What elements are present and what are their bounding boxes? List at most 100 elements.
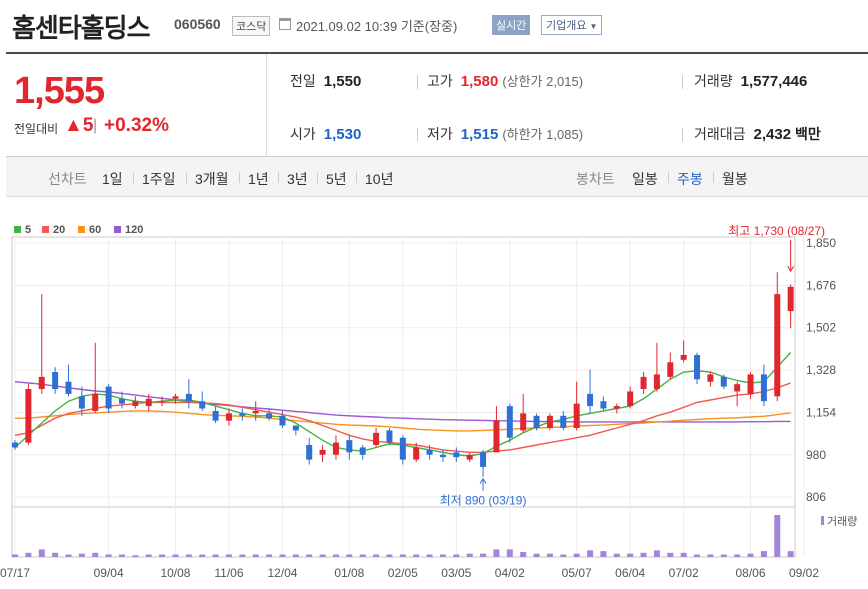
x-tick-label: 06/04 <box>615 566 645 580</box>
candle-body <box>25 389 32 443</box>
x-tick-label: 11/06 <box>214 566 243 580</box>
legend-label: 5 <box>25 224 31 236</box>
legend-swatch <box>78 226 85 233</box>
company-overview-dropdown[interactable]: 기업개요 ▼ <box>541 15 603 35</box>
candle-body <box>734 384 741 392</box>
low-annotation-label: 최저 890 (03/19) <box>440 494 527 508</box>
volume-bar <box>520 551 527 557</box>
candle-body <box>667 362 674 377</box>
divider <box>417 128 418 142</box>
stock-code: 060560 <box>174 16 221 32</box>
y-tick-label: 1,328 <box>806 363 836 377</box>
volume-bar <box>132 555 139 557</box>
period-3m[interactable]: 3개월 <box>195 171 229 187</box>
candle-body <box>373 432 380 446</box>
x-tick-label: 07/02 <box>669 566 699 580</box>
trade-amount: 거래대금 2,432 백만 <box>694 124 821 144</box>
line-chart-label: 선차트 <box>48 171 87 187</box>
candle-body <box>413 447 420 460</box>
open-label: 시가 <box>290 126 316 142</box>
candle-body <box>653 374 660 390</box>
price-chart[interactable]: 1,850 1,676 1,502 1,328 1,154 980 806 07/17 09/0… <box>0 215 868 589</box>
volume-bar <box>627 553 634 557</box>
candle-body <box>52 372 59 390</box>
volume-legend-swatch <box>821 516 824 525</box>
volume-bar <box>12 554 18 557</box>
candle-body <box>640 376 647 390</box>
volume-bar <box>266 554 273 557</box>
change-separator: | <box>93 117 98 134</box>
upper-limit-label: (상한가 <box>502 74 543 89</box>
candle-weekly[interactable]: 주봉 <box>677 171 703 187</box>
stock-header: 홈센타홀딩스 060560 코스닥 2021.09.02 10:39 기준(장중… <box>0 0 868 52</box>
volume-bar <box>426 554 433 557</box>
candle-body <box>225 413 232 421</box>
period-1w[interactable]: 1주일 <box>142 171 176 187</box>
divider <box>668 172 669 183</box>
volume-bar <box>78 553 85 557</box>
high-annotation-arrowhead <box>787 265 795 273</box>
volume-panel-frame <box>11 506 796 558</box>
candle-body <box>92 393 99 411</box>
price-summary: 1,555 전일대비 ▲5 | +0.32% 전일 1,550 고가 1,580 (상… <box>6 52 868 157</box>
candle-body <box>493 420 500 453</box>
x-tick-label: 08/06 <box>736 566 766 580</box>
legend-label: 60 <box>89 224 101 236</box>
volume: 거래량 1,577,446 <box>694 71 807 91</box>
volume-bar <box>172 554 179 557</box>
candle-daily[interactable]: 일봉 <box>632 171 658 187</box>
volume-bar <box>573 553 580 557</box>
volume-bar <box>640 552 647 557</box>
period-10y[interactable]: 10년 <box>365 171 394 187</box>
volume-bar <box>600 551 607 557</box>
high-label: 고가 <box>427 73 453 89</box>
volume-bar <box>480 553 487 557</box>
x-tick-label: 09/02 <box>789 566 819 580</box>
volume-bar <box>239 554 246 557</box>
candle-body <box>520 413 527 431</box>
candle-body <box>332 442 339 455</box>
x-tick-label: 07/17 <box>0 566 30 580</box>
candle-body <box>680 354 687 360</box>
realtime-button[interactable]: 실시간 <box>492 15 531 35</box>
candle-body <box>132 401 139 407</box>
volume-bar <box>292 554 299 557</box>
candle-body <box>480 452 487 467</box>
y-tick-label: 806 <box>806 490 826 504</box>
legend-label: 120 <box>125 224 143 236</box>
candle-body <box>319 449 326 455</box>
period-1d[interactable]: 1일 <box>102 171 123 187</box>
period-1y[interactable]: 1년 <box>248 171 269 187</box>
divider <box>266 54 267 157</box>
volume-bar <box>65 554 72 557</box>
period-3y[interactable]: 3년 <box>287 171 308 187</box>
candle-body <box>105 386 112 409</box>
candle-body <box>466 454 473 460</box>
low-price: 저가 1,515 (하한가 1,085) <box>427 124 583 144</box>
volume-bar <box>159 554 166 557</box>
calendar-icon <box>279 18 291 30</box>
lower-limit: (하한가 1,085) <box>502 127 583 142</box>
candle-body <box>533 415 540 428</box>
candle-monthly[interactable]: 월봉 <box>722 171 748 187</box>
candle-body <box>266 413 273 419</box>
prev-close: 전일 1,550 <box>290 71 361 91</box>
volume-bar <box>774 515 781 557</box>
divider <box>317 172 318 183</box>
volume-bar <box>399 554 406 557</box>
candle-body <box>12 442 18 448</box>
volume-bar <box>332 554 339 557</box>
volume-bar <box>613 553 620 557</box>
high-price: 고가 1,580 (상한가 2,015) <box>427 71 583 91</box>
y-tick-label: 1,502 <box>806 321 836 335</box>
candle-body <box>747 374 754 394</box>
x-tick-label: 05/07 <box>562 566 592 580</box>
volume-bar <box>92 552 99 557</box>
volume-bar <box>25 552 32 557</box>
x-tick-label: 12/04 <box>267 566 297 580</box>
change-value: ▲5 <box>64 115 93 137</box>
period-5y[interactable]: 5년 <box>326 171 347 187</box>
x-tick-label: 01/08 <box>334 566 364 580</box>
candle-body <box>78 396 85 409</box>
volume-bar <box>225 554 232 557</box>
